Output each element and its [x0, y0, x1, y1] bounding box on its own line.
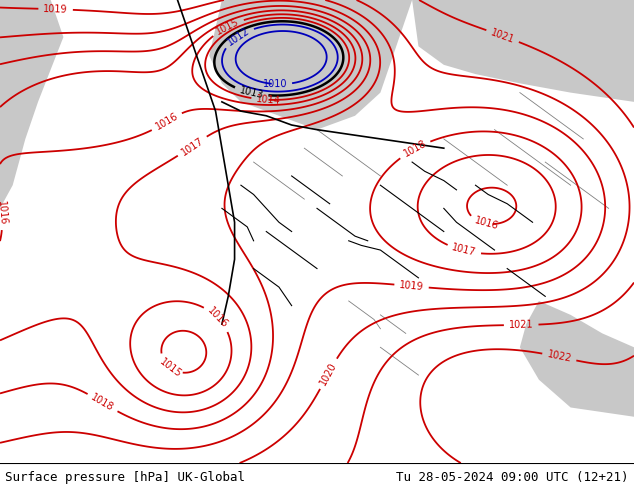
Text: 1013: 1013	[238, 85, 264, 100]
Text: 1010: 1010	[262, 79, 287, 89]
Text: Surface pressure [hPa] UK-Global: Surface pressure [hPa] UK-Global	[5, 471, 245, 485]
Polygon shape	[209, 0, 412, 130]
Text: 1019: 1019	[43, 4, 68, 15]
Text: 1017: 1017	[451, 243, 477, 258]
Text: 1016: 1016	[205, 306, 230, 330]
Text: 1022: 1022	[546, 349, 573, 364]
FancyBboxPatch shape	[0, 463, 634, 490]
Text: 1021: 1021	[509, 320, 534, 330]
Text: 1014: 1014	[256, 94, 281, 106]
Text: 1015: 1015	[214, 17, 241, 37]
Text: 1016: 1016	[0, 200, 8, 225]
Text: 1012: 1012	[225, 25, 251, 48]
Text: 1018: 1018	[89, 392, 115, 413]
Polygon shape	[412, 0, 634, 102]
Text: 1017: 1017	[179, 135, 205, 157]
Polygon shape	[520, 301, 634, 416]
Text: 1021: 1021	[489, 27, 516, 45]
Text: 1018: 1018	[401, 139, 428, 159]
Text: Tu 28-05-2024 09:00 UTC (12+21): Tu 28-05-2024 09:00 UTC (12+21)	[396, 471, 629, 485]
Text: 1016: 1016	[153, 111, 180, 132]
Text: 1016: 1016	[473, 216, 500, 232]
Text: 1020: 1020	[318, 361, 339, 387]
Text: 1019: 1019	[399, 280, 424, 292]
Polygon shape	[0, 0, 63, 208]
Text: 1015: 1015	[157, 356, 183, 379]
